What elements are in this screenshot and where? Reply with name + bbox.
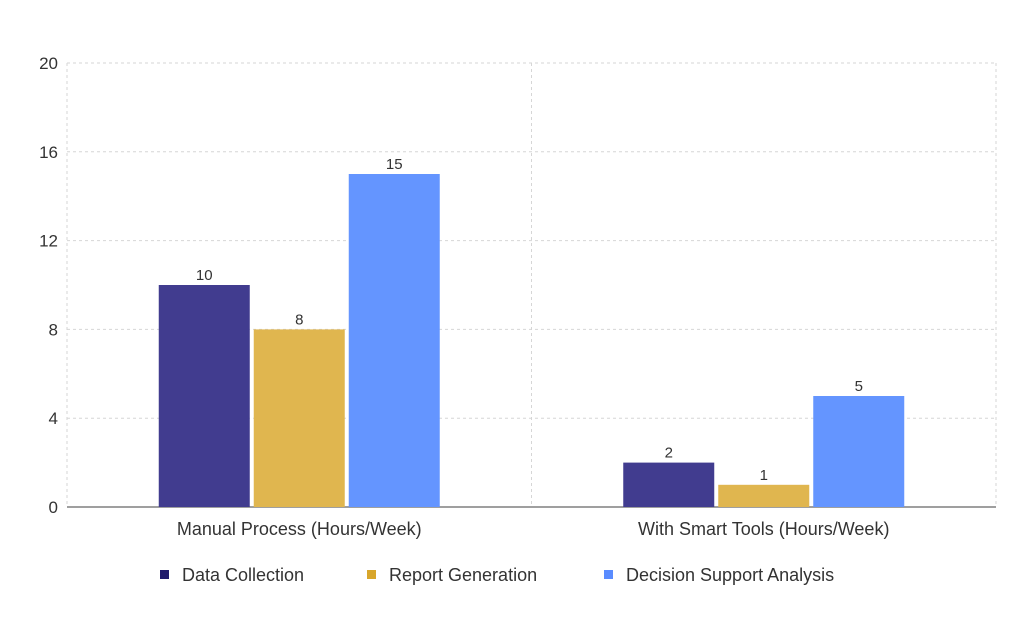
bar	[813, 396, 905, 507]
bar	[158, 285, 250, 507]
bars	[158, 174, 905, 507]
bar-value-label: 8	[295, 311, 303, 328]
x-category-label: With Smart Tools (Hours/Week)	[638, 519, 889, 539]
bar	[253, 329, 345, 507]
y-tick-label: 20	[39, 54, 58, 73]
bar-value-label: 15	[386, 156, 403, 173]
legend-swatch	[604, 570, 613, 579]
legend-swatch	[160, 570, 169, 579]
bar	[348, 174, 440, 507]
bar	[718, 484, 810, 507]
legend-swatch	[367, 570, 376, 579]
bar	[623, 462, 715, 507]
bar-value-label: 5	[855, 378, 863, 395]
legend-label: Report Generation	[389, 565, 537, 585]
y-tick-label: 12	[39, 232, 58, 251]
y-tick-label: 16	[39, 143, 58, 162]
x-category-label: Manual Process (Hours/Week)	[177, 519, 422, 539]
bar-value-label: 1	[760, 467, 768, 484]
bar-value-label: 10	[196, 267, 213, 284]
y-tick-label: 8	[49, 320, 58, 339]
legend-label: Decision Support Analysis	[626, 565, 834, 585]
y-tick-label: 4	[49, 409, 58, 428]
legend: Data Collection Report Generation Decision…	[160, 565, 834, 585]
y-tick-label: 0	[49, 498, 58, 517]
legend-label: Data Collection	[182, 565, 304, 585]
bar-value-label: 2	[665, 445, 673, 462]
